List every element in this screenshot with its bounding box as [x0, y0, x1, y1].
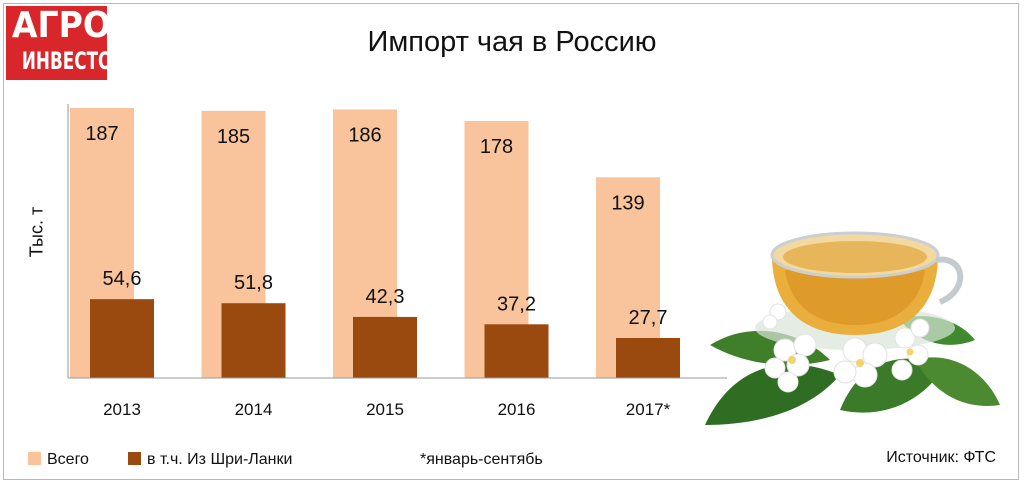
data-label-srilanka-1: 51,8: [234, 272, 273, 294]
x-tick-label-1: 2014: [235, 400, 273, 419]
source-note: Источник: ФТС: [886, 449, 996, 466]
legend-label-srilanka: в т.ч. Из Шри-Ланки: [147, 451, 293, 468]
teacup-with-jasmine-image: [705, 231, 1000, 425]
footnote: *январь-сентябь: [420, 451, 543, 468]
bar-srilanka-3: [484, 324, 549, 378]
bar-srilanka-2: [353, 316, 417, 378]
x-tick-label-0: 2013: [103, 400, 141, 419]
data-label-total-3: 178: [480, 136, 513, 158]
x-tick-label-2: 2015: [366, 400, 404, 419]
bar-srilanka-1: [221, 303, 286, 378]
data-label-srilanka-3: 37,2: [497, 293, 536, 315]
agroinvestor-logo: АГРО ИНВЕСТОР: [6, 6, 107, 80]
x-tick-label-3: 2016: [498, 400, 536, 419]
data-label-total-1: 185: [217, 126, 250, 148]
x-tick-label-4: 2017*: [626, 400, 671, 419]
chart-frame: [3, 3, 1019, 480]
data-label-srilanka-0: 54,6: [103, 268, 142, 290]
data-label-total-0: 187: [85, 123, 118, 145]
data-label-total-4: 139: [611, 192, 644, 214]
data-label-total-2: 186: [348, 124, 381, 146]
legend-swatch-srilanka: [128, 452, 141, 465]
legend-item-total: Всего: [28, 451, 89, 469]
data-label-srilanka-4: 27,7: [629, 307, 668, 329]
bar-srilanka-4: [616, 338, 680, 378]
legend-item-srilanka: в т.ч. Из Шри-Ланки: [128, 451, 292, 469]
legend-label-total: Всего: [47, 451, 89, 468]
chart-title: Импорт чая в Россию: [367, 26, 657, 58]
data-label-srilanka-2: 42,3: [366, 286, 405, 308]
logo-line-1: АГРО: [11, 6, 107, 46]
bar-srilanka-0: [90, 299, 154, 378]
legend-swatch-total: [28, 452, 41, 465]
